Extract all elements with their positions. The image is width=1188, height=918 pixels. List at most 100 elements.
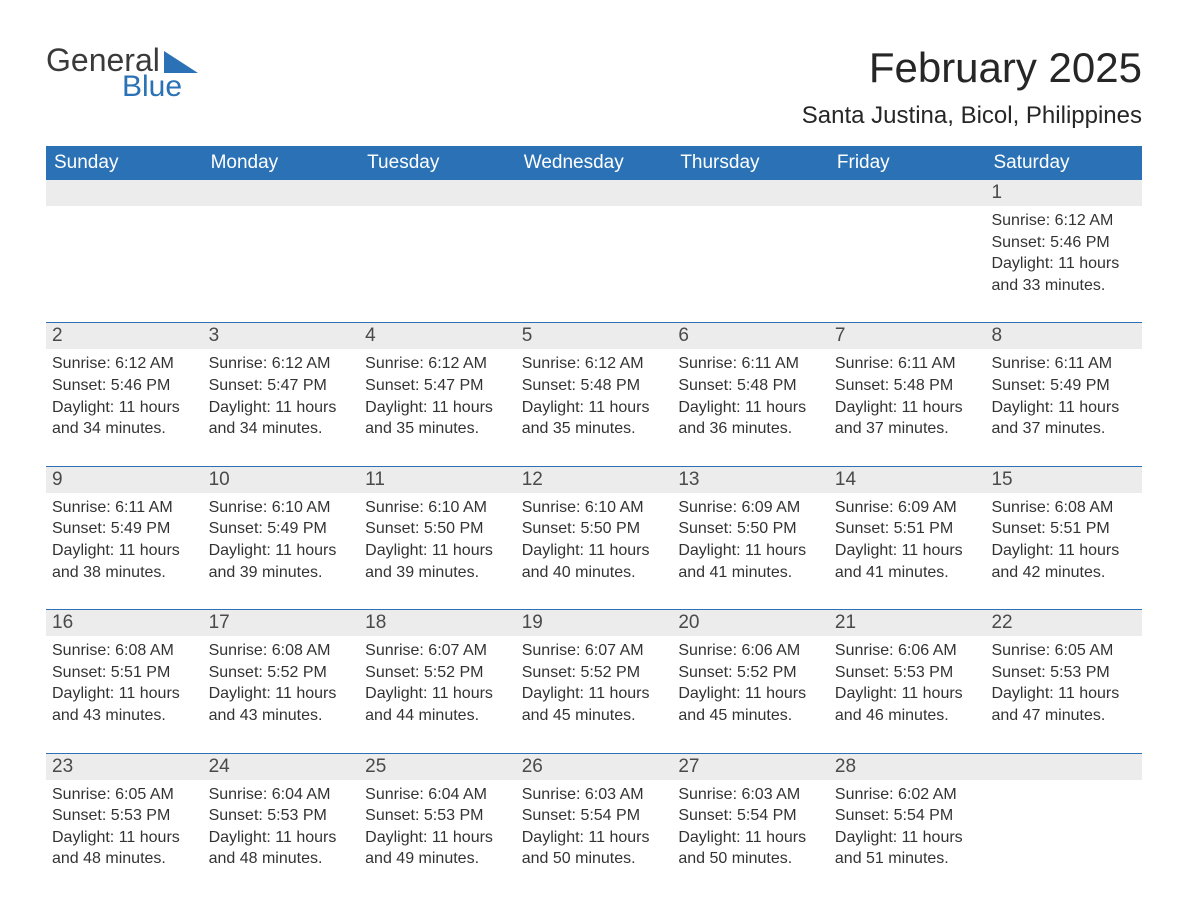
calendar-day-cell: 4Sunrise: 6:12 AMSunset: 5:47 PMDaylight…: [359, 323, 516, 447]
daylight-line-2: and 40 minutes.: [522, 562, 667, 584]
sunrise-line: Sunrise: 6:06 AM: [835, 640, 980, 662]
daylight-line-1: Daylight: 11 hours: [991, 683, 1136, 705]
sunrise-line: Sunrise: 6:04 AM: [209, 784, 354, 806]
sunset-line: Sunset: 5:52 PM: [365, 662, 510, 684]
calendar-day-cell: 16Sunrise: 6:08 AMSunset: 5:51 PMDayligh…: [46, 610, 203, 734]
daylight-line-2: and 45 minutes.: [522, 705, 667, 727]
daylight-line-2: and 43 minutes.: [209, 705, 354, 727]
day-number: 17: [203, 610, 360, 636]
daylight-line-1: Daylight: 11 hours: [365, 827, 510, 849]
sunset-line: Sunset: 5:47 PM: [365, 375, 510, 397]
day-details: Sunrise: 6:08 AMSunset: 5:51 PMDaylight:…: [989, 493, 1138, 583]
sunset-line: Sunset: 5:52 PM: [209, 662, 354, 684]
calendar-day-cell: 6Sunrise: 6:11 AMSunset: 5:48 PMDaylight…: [672, 323, 829, 447]
calendar-day-cell: .: [516, 180, 673, 304]
day-number: 21: [829, 610, 986, 636]
sunset-line: Sunset: 5:46 PM: [991, 232, 1136, 254]
sunset-line: Sunset: 5:48 PM: [522, 375, 667, 397]
calendar-day-cell: 17Sunrise: 6:08 AMSunset: 5:52 PMDayligh…: [203, 610, 360, 734]
day-number: 5: [516, 323, 673, 349]
sunset-line: Sunset: 5:53 PM: [835, 662, 980, 684]
sunrise-line: Sunrise: 6:11 AM: [835, 353, 980, 375]
daylight-line-1: Daylight: 11 hours: [522, 683, 667, 705]
calendar-week: 9Sunrise: 6:11 AMSunset: 5:49 PMDaylight…: [46, 466, 1142, 591]
sunset-line: Sunset: 5:54 PM: [678, 805, 823, 827]
calendar-day-cell: .: [359, 180, 516, 304]
day-of-week-header: Sunday Monday Tuesday Wednesday Thursday…: [46, 146, 1142, 180]
calendar-day-cell: 11Sunrise: 6:10 AMSunset: 5:50 PMDayligh…: [359, 467, 516, 591]
day-details: Sunrise: 6:10 AMSunset: 5:49 PMDaylight:…: [207, 493, 356, 583]
day-details: Sunrise: 6:03 AMSunset: 5:54 PMDaylight:…: [520, 780, 669, 870]
day-number: 24: [203, 754, 360, 780]
calendar-day-cell: 22Sunrise: 6:05 AMSunset: 5:53 PMDayligh…: [985, 610, 1142, 734]
sunrise-line: Sunrise: 6:12 AM: [365, 353, 510, 375]
daylight-line-1: Daylight: 11 hours: [522, 827, 667, 849]
day-details: Sunrise: 6:10 AMSunset: 5:50 PMDaylight:…: [520, 493, 669, 583]
calendar-day-cell: 19Sunrise: 6:07 AMSunset: 5:52 PMDayligh…: [516, 610, 673, 734]
day-details: Sunrise: 6:06 AMSunset: 5:53 PMDaylight:…: [833, 636, 982, 726]
calendar-day-cell: .: [46, 180, 203, 304]
day-number: 14: [829, 467, 986, 493]
daylight-line-2: and 46 minutes.: [835, 705, 980, 727]
calendar-day-cell: 5Sunrise: 6:12 AMSunset: 5:48 PMDaylight…: [516, 323, 673, 447]
sunrise-line: Sunrise: 6:10 AM: [365, 497, 510, 519]
sunset-line: Sunset: 5:53 PM: [365, 805, 510, 827]
daylight-line-1: Daylight: 11 hours: [991, 253, 1136, 275]
day-details: Sunrise: 6:09 AMSunset: 5:50 PMDaylight:…: [676, 493, 825, 583]
daylight-line-2: and 47 minutes.: [991, 705, 1136, 727]
day-number: 23: [46, 754, 203, 780]
daylight-line-2: and 44 minutes.: [365, 705, 510, 727]
calendar-week: 16Sunrise: 6:08 AMSunset: 5:51 PMDayligh…: [46, 609, 1142, 734]
sunset-line: Sunset: 5:47 PM: [209, 375, 354, 397]
sunrise-line: Sunrise: 6:12 AM: [991, 210, 1136, 232]
calendar-week: . . . . . . 1Sunrise: 6:12 AMSunset: 5:4…: [46, 180, 1142, 304]
sunset-line: Sunset: 5:50 PM: [365, 518, 510, 540]
day-details: Sunrise: 6:08 AMSunset: 5:52 PMDaylight:…: [207, 636, 356, 726]
location-subtitle: Santa Justina, Bicol, Philippines: [802, 102, 1142, 130]
sunrise-line: Sunrise: 6:09 AM: [678, 497, 823, 519]
day-number: 11: [359, 467, 516, 493]
day-number: 10: [203, 467, 360, 493]
daylight-line-1: Daylight: 11 hours: [835, 827, 980, 849]
dow-saturday: Saturday: [985, 146, 1142, 180]
daylight-line-1: Daylight: 11 hours: [52, 540, 197, 562]
logo-sail-icon: [164, 51, 198, 73]
sunrise-line: Sunrise: 6:11 AM: [678, 353, 823, 375]
daylight-line-1: Daylight: 11 hours: [52, 683, 197, 705]
sunset-line: Sunset: 5:51 PM: [52, 662, 197, 684]
calendar-page: General Blue February 2025 Santa Justina…: [0, 0, 1188, 918]
dow-friday: Friday: [829, 146, 986, 180]
header-row: General Blue February 2025 Santa Justina…: [46, 44, 1142, 140]
daylight-line-2: and 41 minutes.: [678, 562, 823, 584]
daylight-line-2: and 45 minutes.: [678, 705, 823, 727]
logo-word-blue: Blue: [122, 72, 198, 102]
sunset-line: Sunset: 5:52 PM: [522, 662, 667, 684]
daylight-line-2: and 34 minutes.: [209, 418, 354, 440]
sunrise-line: Sunrise: 6:03 AM: [522, 784, 667, 806]
calendar-day-cell: 27Sunrise: 6:03 AMSunset: 5:54 PMDayligh…: [672, 754, 829, 878]
calendar-day-cell: 26Sunrise: 6:03 AMSunset: 5:54 PMDayligh…: [516, 754, 673, 878]
daylight-line-1: Daylight: 11 hours: [365, 683, 510, 705]
day-number: 9: [46, 467, 203, 493]
daylight-line-2: and 43 minutes.: [52, 705, 197, 727]
daylight-line-1: Daylight: 11 hours: [835, 540, 980, 562]
sunrise-line: Sunrise: 6:02 AM: [835, 784, 980, 806]
daylight-line-1: Daylight: 11 hours: [678, 397, 823, 419]
calendar-day-cell: 18Sunrise: 6:07 AMSunset: 5:52 PMDayligh…: [359, 610, 516, 734]
calendar-week: 2Sunrise: 6:12 AMSunset: 5:46 PMDaylight…: [46, 322, 1142, 447]
sunset-line: Sunset: 5:52 PM: [678, 662, 823, 684]
daylight-line-2: and 41 minutes.: [835, 562, 980, 584]
sunrise-line: Sunrise: 6:05 AM: [52, 784, 197, 806]
sunset-line: Sunset: 5:49 PM: [209, 518, 354, 540]
sunrise-line: Sunrise: 6:03 AM: [678, 784, 823, 806]
daylight-line-1: Daylight: 11 hours: [678, 683, 823, 705]
daylight-line-2: and 50 minutes.: [522, 848, 667, 870]
day-number: 1: [985, 180, 1142, 206]
day-details: Sunrise: 6:12 AMSunset: 5:48 PMDaylight:…: [520, 349, 669, 439]
day-number: 2: [46, 323, 203, 349]
day-number: 18: [359, 610, 516, 636]
day-details: Sunrise: 6:12 AMSunset: 5:47 PMDaylight:…: [363, 349, 512, 439]
sunrise-line: Sunrise: 6:08 AM: [209, 640, 354, 662]
sunrise-line: Sunrise: 6:12 AM: [522, 353, 667, 375]
day-details: Sunrise: 6:11 AMSunset: 5:48 PMDaylight:…: [676, 349, 825, 439]
